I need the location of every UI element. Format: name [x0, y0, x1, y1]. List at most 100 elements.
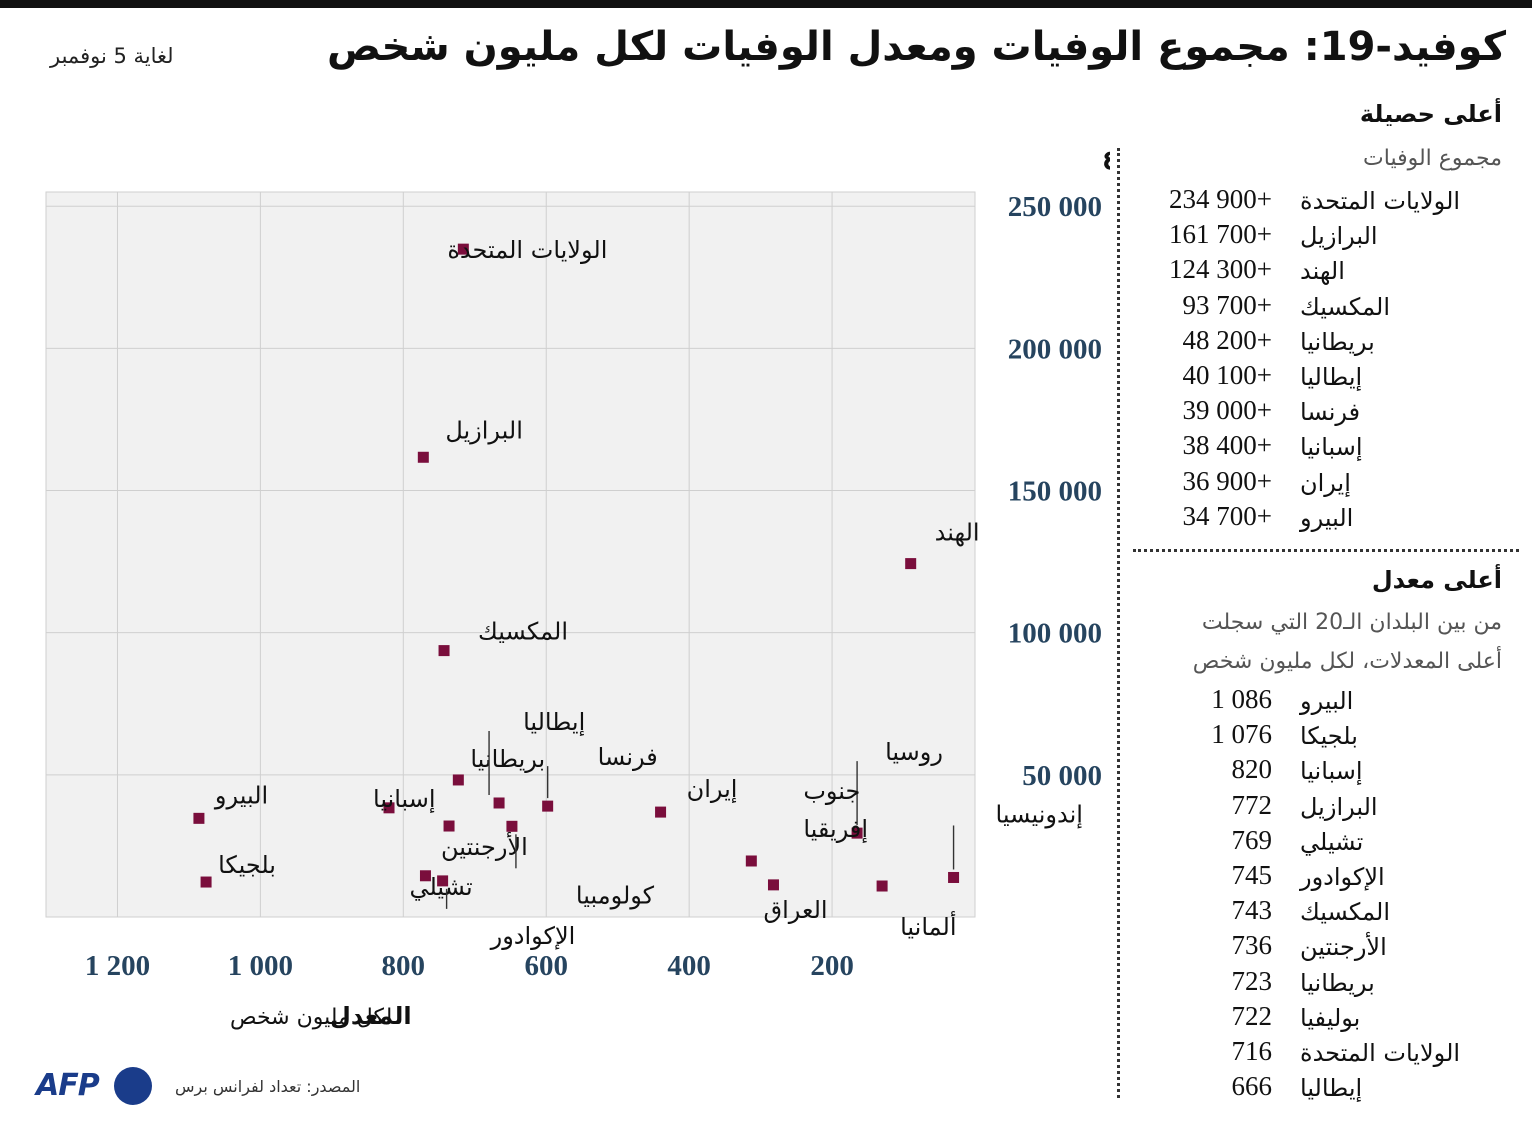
list-item-name: إيران: [1300, 468, 1351, 497]
list-item-name: إسبانيا: [1300, 433, 1363, 462]
data-point: [506, 820, 518, 832]
list-item-name: بوليفيا: [1300, 1003, 1361, 1032]
data-point: [438, 645, 450, 657]
list-item-name: بريطانيا: [1300, 968, 1375, 997]
point-label: روسيا: [885, 738, 943, 766]
list-item-name: الأرجنتين: [1300, 933, 1387, 962]
top-total-title: أعلى حصيلة: [1359, 100, 1502, 128]
afp-logo: AFP: [36, 1068, 100, 1103]
list-item-value: 666: [1231, 1071, 1273, 1102]
data-point: [200, 876, 212, 888]
list-item-value: 722: [1231, 1000, 1273, 1031]
x-tick-label: 200: [810, 950, 854, 982]
list-item-value: 745: [1231, 860, 1273, 890]
point-label: إندونيسيا: [996, 800, 1083, 829]
point-label: الأرجنتين: [441, 832, 528, 861]
point-label: المكسيك: [478, 618, 568, 646]
data-point: [193, 812, 205, 824]
point-label: الإكوادور: [490, 922, 576, 950]
scatter-chart: 1 200 1 000 800 600 400 200 50 000 100 000 150 0…: [45, 142, 1110, 1030]
panel-divider-vertical: [1117, 148, 1120, 1098]
x-tick-label: 600: [524, 950, 568, 982]
list-item-name: البيرو: [1300, 503, 1354, 532]
list-item-value: 93 700+: [1182, 289, 1272, 320]
list-item-name: الهند: [1300, 257, 1345, 286]
point-label: بريطانيا: [470, 745, 545, 773]
x-axis-title: المعدل: [330, 1002, 412, 1030]
x-tick-label: 800: [382, 950, 426, 982]
data-point: [905, 558, 917, 570]
list-item-value: 161 700+: [1169, 219, 1272, 250]
y-tick-label: 200 000: [1008, 333, 1102, 365]
list-item-name: البرازيل: [1300, 792, 1378, 821]
y-axis-title: المجموع: [1102, 142, 1110, 170]
y-tick-label: 50 000: [1022, 760, 1102, 792]
data-point: [417, 451, 429, 463]
source-note: المصدر: تعداد لفرانس برس: [175, 1077, 361, 1096]
point-label: إسبانيا: [373, 785, 436, 814]
point-label: جنوب: [803, 777, 860, 805]
list-item-name: بلجيكا: [1300, 722, 1358, 751]
top-rate-subtitle-line1: من بين البلدان الـ20 التي سجلت: [1201, 610, 1502, 635]
page-title: كوفيد-19: مجموع الوفيات ومعدل الوفيات لك…: [326, 24, 1506, 70]
list-item-name: الولايات المتحدة: [1300, 1039, 1461, 1067]
plot-area: [45, 191, 976, 918]
point-label: الولايات المتحدة: [447, 236, 607, 264]
point-label: البيرو: [214, 781, 268, 809]
data-point: [443, 820, 455, 832]
point-label: بلجيكا: [218, 851, 276, 879]
data-point: [383, 802, 395, 814]
x-tick-label: 400: [667, 950, 711, 982]
top-rule: [0, 0, 1532, 8]
x-axis-subtitle: لكل مليون شخص: [230, 1005, 392, 1030]
data-point: [457, 243, 469, 255]
data-point: [851, 827, 863, 839]
data-point: [452, 774, 464, 786]
list-item-value: 772: [1231, 789, 1273, 820]
list-item-value: 820: [1231, 754, 1273, 785]
list-item-name: فرنسا: [1300, 398, 1361, 427]
list-item-value: 40 100+: [1182, 360, 1272, 390]
top-total-subtitle: مجموع الوفيات: [1363, 146, 1502, 171]
list-item-value: 743: [1231, 895, 1273, 926]
list-item-value: 38 400+: [1182, 430, 1272, 461]
list-item-value: 769: [1231, 824, 1273, 855]
data-point: [655, 806, 667, 818]
point-label: البرازيل: [445, 416, 523, 444]
point-label: إيطاليا: [523, 708, 585, 737]
data-point: [745, 855, 757, 867]
list-item-value: 1 086: [1211, 684, 1272, 714]
y-tick-label: 100 000: [1008, 618, 1102, 650]
list-item-name: البرازيل: [1300, 222, 1378, 251]
point-label: الهند: [935, 519, 980, 547]
list-item-value: 124 300+: [1169, 254, 1272, 285]
x-tick-label: 1 000: [228, 950, 293, 982]
afp-logo-dot: [114, 1067, 152, 1105]
list-item-value: 716: [1231, 1036, 1273, 1066]
list-item-name: إسبانيا: [1300, 757, 1363, 786]
point-label: إفريقيا: [803, 815, 868, 844]
x-tick-label: 1 200: [85, 950, 150, 982]
list-item-name: بريطانيا: [1300, 327, 1375, 356]
date-label: لغاية 5 نوفمبر: [50, 44, 174, 68]
data-point: [419, 870, 431, 882]
list-item-name: إيطاليا: [1300, 363, 1363, 391]
list-item-value: 36 900+: [1182, 465, 1272, 496]
top-rate-title: أعلى معدل: [1371, 566, 1502, 594]
point-label: كولومبيا: [576, 881, 655, 909]
data-point: [948, 871, 960, 883]
list-item-value: 234 900+: [1169, 184, 1272, 214]
list-item-value: 34 700+: [1182, 500, 1272, 531]
point-label: إيران: [687, 775, 738, 804]
list-item-value: 1 076: [1211, 719, 1272, 750]
list-item-name: الإكوادور: [1300, 863, 1385, 891]
top-rate-subtitle-line2: أعلى المعدلات، لكل مليون شخص: [1192, 649, 1502, 674]
list-item-name: إيطاليا: [1300, 1074, 1363, 1103]
list-item-name: البيرو: [1300, 687, 1354, 715]
y-tick-label: 250 000: [1008, 191, 1102, 223]
y-tick-label: 150 000: [1008, 476, 1102, 508]
point-label: ألمانيا: [900, 911, 956, 941]
panel-divider-horizontal: [1133, 549, 1519, 552]
list-item-name: تشيلي: [1300, 827, 1364, 856]
list-item-value: 723: [1231, 965, 1273, 996]
